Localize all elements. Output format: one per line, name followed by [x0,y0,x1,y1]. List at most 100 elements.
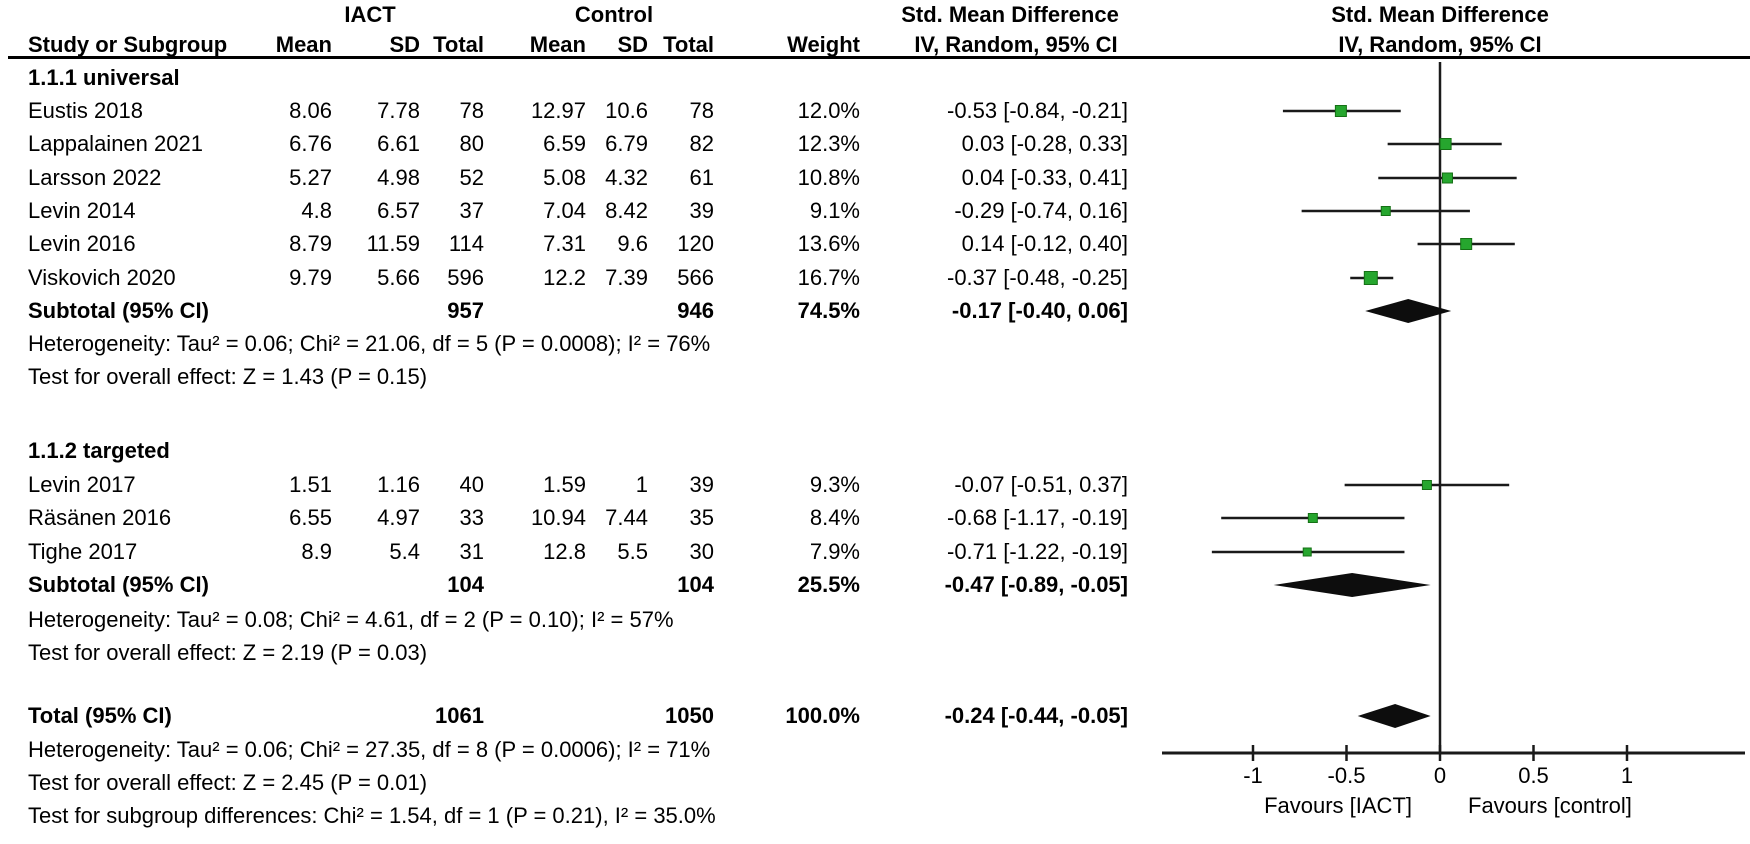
cell-weight: 12.0% [797,98,860,123]
cell-total2: 78 [689,98,714,123]
cell-ci: -0.53 [-0.84, -0.21] [947,98,1128,123]
cell-total2: 39 [689,472,714,497]
cell-sd2: 9.6 [617,231,648,256]
cell-ci: -0.07 [-0.51, 0.37] [954,472,1128,497]
study-label: Test for overall effect: Z = 2.19 (P = 0… [28,640,428,665]
cell-sd1: 6.57 [377,198,420,223]
cell-total1: 33 [459,505,484,530]
cell-total1: 78 [459,98,484,123]
cell-ci: 0.14 [-0.12, 0.40] [961,231,1128,256]
study-label: Eustis 2018 [28,98,143,123]
study-label: 1.1.2 targeted [28,438,170,463]
cell-sd1: 7.78 [377,98,420,123]
cell-sd2: 6.79 [605,131,648,156]
cell-total2: 39 [689,198,714,223]
cell-sd2: 7.44 [605,505,648,530]
subgroup-title: 1.1.2 targeted [0,434,1750,468]
study-row: Räsänen 2016 6.55 4.97 33 10.94 7.44 35 8.4% -0.… [0,501,1750,535]
cell-sd2: 8.42 [605,198,648,223]
cell-total1: 31 [459,539,484,564]
study-row: Tighe 2017 8.9 5.4 31 12.8 5.5 30 7.9% -0.71 [-1… [0,535,1750,569]
cell-weight: 25.5% [797,572,860,597]
group-header-control: Control [574,2,654,27]
overall-effect-line: Test for overall effect: Z = 1.43 (P = 0… [0,360,1750,394]
cell-mean1: 9.79 [289,265,332,290]
cell-sd1: 5.66 [377,265,420,290]
cell-total1: 596 [447,265,484,290]
cell-sd2: 10.6 [605,98,648,123]
study-label: Tighe 2017 [28,539,138,564]
cell-weight: 9.3% [809,472,860,497]
cell-ci: -0.37 [-0.48, -0.25] [947,265,1128,290]
column-header-weight: Weight [787,32,860,57]
heterogeneity-line: Heterogeneity: Tau² = 0.06; Chi² = 21.06… [0,327,1750,361]
cell-sd1: 4.97 [377,505,420,530]
cell-total1: 37 [459,198,484,223]
study-label: Levin 2016 [28,231,136,256]
cell-mean2: 7.04 [543,198,586,223]
cell-total2: 104 [677,572,714,597]
total-row: Total (95% CI) 1061 1050 100.0% -0.24 [-0.44… [0,699,1750,733]
cell-sd1: 1.16 [377,472,420,497]
study-label: Räsänen 2016 [28,505,172,530]
study-label: Subtotal (95% CI) [28,572,209,597]
cell-weight: 8.4% [809,505,860,530]
cell-total2: 35 [689,505,714,530]
cell-ci: -0.17 [-0.40, 0.06] [951,298,1128,323]
subtotal-row: Subtotal (95% CI) 957 946 74.5% -0.17 [-0.40… [0,294,1750,328]
cell-total2: 946 [677,298,714,323]
cell-weight: 12.3% [797,131,860,156]
cell-sd1: 5.4 [389,539,420,564]
column-header-study: Study or Subgroup [28,32,228,57]
study-label: Lappalainen 2021 [28,131,203,156]
cell-sd2: 4.32 [605,165,648,190]
cell-mean1: 8.79 [289,231,332,256]
study-label: Subtotal (95% CI) [28,298,209,323]
cell-total2: 30 [689,539,714,564]
study-row: Larsson 2022 5.27 4.98 52 5.08 4.32 61 10.8% 0.0… [0,161,1750,195]
cell-weight: 9.1% [809,198,860,223]
study-label: Test for overall effect: Z = 2.45 (P = 0… [28,770,428,795]
cell-weight: 13.6% [797,231,860,256]
cell-sd2: 1 [635,472,648,497]
cell-total2: 566 [677,265,714,290]
study-label: Heterogeneity: Tau² = 0.08; Chi² = 4.61,… [28,607,674,632]
cell-total1: 80 [459,131,484,156]
study-label: Total (95% CI) [28,703,172,728]
cell-mean2: 7.31 [543,231,586,256]
column-header-smd-text: Std. Mean Difference [901,2,1119,27]
cell-weight: 16.7% [797,265,860,290]
column-header-ci-text: IV, Random, 95% CI [914,32,1118,57]
study-label: Heterogeneity: Tau² = 0.06; Chi² = 27.35… [28,737,711,762]
cell-mean2: 6.59 [543,131,586,156]
study-row: Lappalainen 2021 6.76 6.61 80 6.59 6.79 82 12.3… [0,127,1750,161]
cell-total1: 40 [459,472,484,497]
cell-weight: 100.0% [785,703,860,728]
cell-total1: 104 [447,572,484,597]
subgroup-title: 1.1.1 universal [0,61,1750,95]
study-row: Levin 2014 4.8 6.57 37 7.04 8.42 39 9.1% -0.29 [… [0,194,1750,228]
cell-mean1: 5.27 [289,165,332,190]
overall-effect-line: Test for overall effect: Z = 2.19 (P = 0… [0,636,1750,670]
subtotal-row: Subtotal (95% CI) 104 104 25.5% -0.47 [-0.89… [0,568,1750,602]
cell-total1: 957 [447,298,484,323]
cell-sd1: 11.59 [366,231,420,256]
cell-mean1: 8.9 [301,539,332,564]
column-header-control-mean: Mean [529,32,586,57]
column-header-smd-plot: Std. Mean Difference [1331,2,1549,27]
study-label: Test for subgroup differences: Chi² = 1.… [28,803,716,828]
cell-total1: 52 [459,165,484,190]
cell-ci: -0.47 [-0.89, -0.05] [944,572,1128,597]
study-label: 1.1.1 universal [28,65,180,90]
cell-mean2: 12.97 [530,98,586,123]
column-header-control-total: Total [663,32,714,57]
cell-total2: 61 [689,165,714,190]
header-divider [8,56,1750,59]
cell-mean1: 6.76 [289,131,332,156]
column-header-iact-mean: Mean [275,32,332,57]
cell-mean1: 1.51 [289,472,332,497]
column-header-iact-sd: SD [389,32,420,57]
cell-total1: 1061 [435,703,484,728]
study-row: Eustis 2018 8.06 7.78 78 12.97 10.6 78 12.0% -0.… [0,94,1750,128]
